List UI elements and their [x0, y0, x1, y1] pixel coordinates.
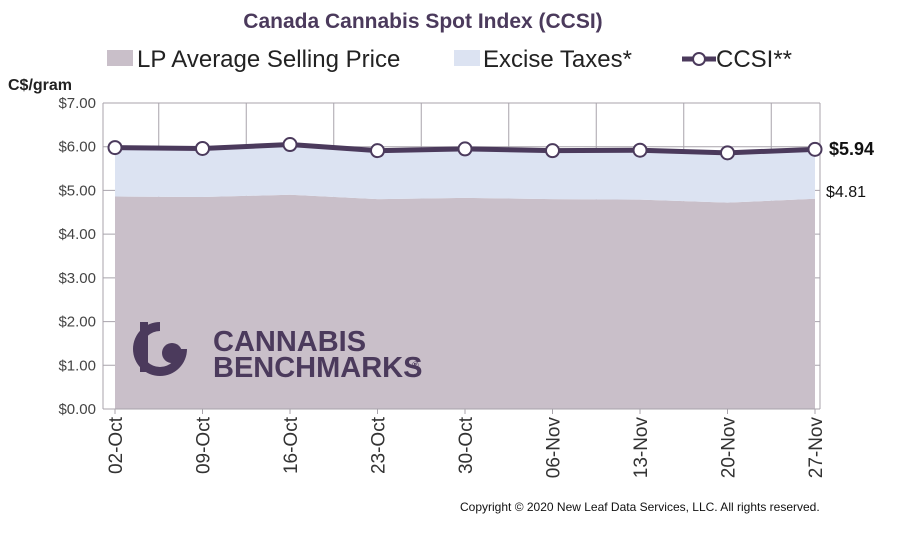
- area-layer: [115, 144, 815, 409]
- y-tick-label: $5.00: [58, 182, 96, 199]
- logo-mark-inner-icon: [162, 343, 182, 363]
- y-tick-label: $6.00: [58, 139, 96, 156]
- logo-registered-mark: ®: [412, 360, 419, 370]
- legend-label-lp: LP Average Selling Price: [137, 46, 400, 73]
- legend-swatch-ccsi-marker: [692, 52, 706, 66]
- x-tick-label: 27-Nov: [806, 417, 827, 479]
- area-lp-average-selling-price: [115, 194, 815, 409]
- x-tick-label: 02-Oct: [106, 416, 127, 474]
- ccsi-line-layer: [107, 137, 823, 161]
- ccsi-point: [195, 140, 210, 156]
- y-tick-label: $2.00: [58, 314, 96, 331]
- copyright-text: Copyright © 2020 New Leaf Data Services,…: [460, 500, 820, 514]
- legend-label-ccsi: CCSI**: [716, 46, 792, 73]
- x-tick-label: 06-Nov: [544, 417, 565, 479]
- logo-line2: BENCHMARKS: [213, 352, 422, 384]
- x-tick-label: 23-Oct: [369, 416, 390, 474]
- ccsi-point: [545, 143, 560, 159]
- legend-swatch-excise: [454, 50, 480, 66]
- ccsi-point: [720, 145, 735, 161]
- ccsi-point: [457, 141, 473, 157]
- y-tick-label: $7.00: [58, 95, 96, 112]
- y-tick-label: $3.00: [58, 270, 96, 287]
- logo-line1: CANNABIS: [213, 326, 366, 358]
- x-tick-label: 30-Oct: [456, 416, 477, 474]
- ccsi-point: [370, 143, 385, 159]
- y-tick-label: $4.00: [58, 226, 96, 243]
- y-tick-label: $1.00: [58, 357, 96, 374]
- x-tick-label: 16-Oct: [281, 416, 302, 474]
- x-tick-label: 13-Nov: [631, 417, 652, 479]
- legend-swatch-lp: [107, 50, 133, 66]
- cannabis-benchmarks-logo: CANNABIS BENCHMARKS ®: [133, 322, 422, 384]
- y-tick-label: $0.00: [58, 401, 96, 418]
- ccsi-point: [632, 142, 648, 158]
- ccsi-point: [107, 140, 123, 156]
- lp-last-value-label: $4.81: [826, 184, 866, 201]
- logo-mark-stem-icon: [140, 322, 148, 372]
- chart-title: Canada Cannabis Spot Index (CCSI): [243, 10, 602, 33]
- legend: LP Average Selling Price Excise Taxes* C…: [107, 46, 792, 73]
- ccsi-point: [282, 137, 298, 153]
- ccsi-point: [807, 141, 823, 157]
- legend-label-excise: Excise Taxes*: [483, 46, 632, 73]
- ccsi-last-value-label: $5.94: [829, 139, 874, 159]
- area-excise-taxes: [115, 144, 815, 203]
- y-axis-label: C$/gram: [8, 77, 72, 94]
- x-tick-label: 09-Oct: [194, 416, 215, 474]
- axes: $0.00 $1.00 $2.00 $3.00 $4.00 $5.00 $6.00 $7.00…: [58, 95, 827, 478]
- x-tick-label: 20-Nov: [719, 417, 740, 479]
